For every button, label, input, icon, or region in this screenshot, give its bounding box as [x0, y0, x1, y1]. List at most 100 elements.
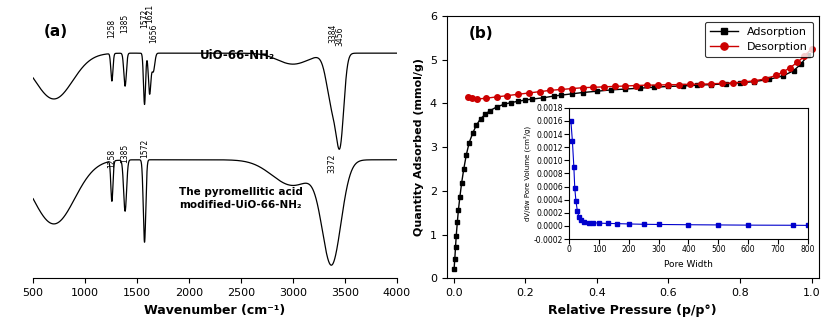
- Desorption: [760, 77, 770, 81]
- Adsorption: [796, 62, 805, 66]
- Desorption: [739, 80, 748, 84]
- Line: Adsorption: Adsorption: [452, 53, 810, 271]
- Desorption: [785, 66, 795, 69]
- Text: (a): (a): [44, 24, 68, 39]
- Text: 1258: 1258: [108, 149, 117, 168]
- Adsorption: [749, 80, 759, 84]
- Legend: Adsorption, Desorption: Adsorption, Desorption: [705, 21, 813, 57]
- Adsorption: [492, 105, 502, 109]
- Desorption: [620, 84, 630, 88]
- Adsorption: [485, 109, 495, 113]
- Adsorption: [506, 101, 516, 105]
- Adsorption: [735, 81, 745, 85]
- Adsorption: [499, 102, 509, 106]
- Text: 3372: 3372: [327, 154, 336, 173]
- X-axis label: Wavenumber (cm⁻¹): Wavenumber (cm⁻¹): [145, 304, 285, 317]
- Adsorption: [803, 53, 813, 57]
- Adsorption: [789, 69, 799, 73]
- Adsorption: [678, 84, 688, 88]
- Y-axis label: Quantity Adsorbed (mmol/g): Quantity Adsorbed (mmol/g): [414, 58, 424, 236]
- Adsorption: [514, 99, 523, 103]
- Adsorption: [455, 196, 465, 199]
- Desorption: [492, 95, 502, 99]
- Adsorption: [476, 117, 485, 121]
- Desorption: [566, 87, 576, 91]
- Desorption: [800, 54, 810, 58]
- Adsorption: [480, 113, 490, 116]
- Adsorption: [450, 257, 460, 260]
- Desorption: [545, 88, 555, 92]
- Text: 1572: 1572: [140, 9, 149, 28]
- Desorption: [653, 83, 662, 87]
- Desorption: [514, 92, 523, 96]
- Adsorption: [461, 153, 471, 157]
- Desorption: [642, 83, 652, 87]
- X-axis label: Relative Pressure (p/p°): Relative Pressure (p/p°): [548, 304, 717, 317]
- Desorption: [588, 85, 598, 89]
- Adsorption: [635, 86, 645, 90]
- Adsorption: [449, 267, 459, 271]
- Adsorption: [566, 92, 576, 96]
- Text: 1385: 1385: [121, 144, 130, 164]
- Adsorption: [471, 124, 481, 127]
- Desorption: [749, 79, 759, 83]
- Adsorption: [592, 89, 602, 93]
- Desorption: [524, 91, 534, 95]
- Text: 3456: 3456: [336, 27, 345, 46]
- Adsorption: [620, 87, 630, 91]
- Desorption: [609, 84, 619, 88]
- Adsorption: [556, 93, 566, 97]
- Adsorption: [451, 245, 461, 249]
- Desorption: [463, 95, 473, 99]
- Text: 1656: 1656: [149, 24, 158, 44]
- Desorption: [577, 86, 587, 90]
- Desorption: [696, 82, 705, 86]
- Desorption: [631, 84, 641, 87]
- Adsorption: [459, 167, 469, 171]
- Adsorption: [538, 96, 548, 100]
- Adsorption: [706, 83, 716, 87]
- Adsorption: [452, 220, 462, 224]
- Text: 1621: 1621: [145, 4, 154, 23]
- Adsorption: [649, 85, 659, 89]
- Desorption: [472, 97, 482, 101]
- Desorption: [717, 81, 727, 85]
- Adsorption: [520, 98, 530, 102]
- Desorption: [778, 70, 788, 74]
- Desorption: [556, 88, 566, 92]
- Line: Desorption: Desorption: [466, 46, 815, 102]
- Adsorption: [453, 208, 463, 212]
- Adsorption: [457, 181, 466, 185]
- Adsorption: [606, 88, 616, 92]
- Desorption: [481, 96, 491, 100]
- Text: The pyromellitic acid
modified-UiO-66-NH₂: The pyromellitic acid modified-UiO-66-NH…: [179, 187, 303, 210]
- Desorption: [535, 90, 545, 93]
- Desorption: [706, 82, 716, 86]
- Adsorption: [778, 74, 788, 78]
- Text: (b): (b): [469, 27, 494, 42]
- Desorption: [685, 82, 695, 86]
- Desorption: [806, 47, 816, 51]
- Desorption: [503, 94, 513, 98]
- Adsorption: [549, 94, 559, 98]
- Adsorption: [528, 97, 538, 101]
- Desorption: [792, 60, 802, 64]
- Desorption: [771, 74, 781, 77]
- Adsorption: [720, 82, 731, 86]
- Text: 1258: 1258: [108, 20, 117, 38]
- Adsorption: [663, 84, 673, 88]
- Adsorption: [577, 91, 587, 94]
- Adsorption: [692, 83, 702, 87]
- Desorption: [674, 83, 684, 87]
- Adsorption: [468, 131, 478, 135]
- Text: 1385: 1385: [121, 14, 130, 34]
- Desorption: [663, 83, 673, 87]
- Text: 1572: 1572: [140, 139, 149, 158]
- Desorption: [466, 96, 476, 100]
- Text: 3384: 3384: [328, 24, 337, 44]
- Text: UiO-66-NH₂: UiO-66-NH₂: [199, 50, 275, 62]
- Adsorption: [452, 234, 461, 237]
- Adsorption: [763, 77, 773, 81]
- Adsorption: [464, 141, 474, 145]
- Desorption: [599, 85, 609, 89]
